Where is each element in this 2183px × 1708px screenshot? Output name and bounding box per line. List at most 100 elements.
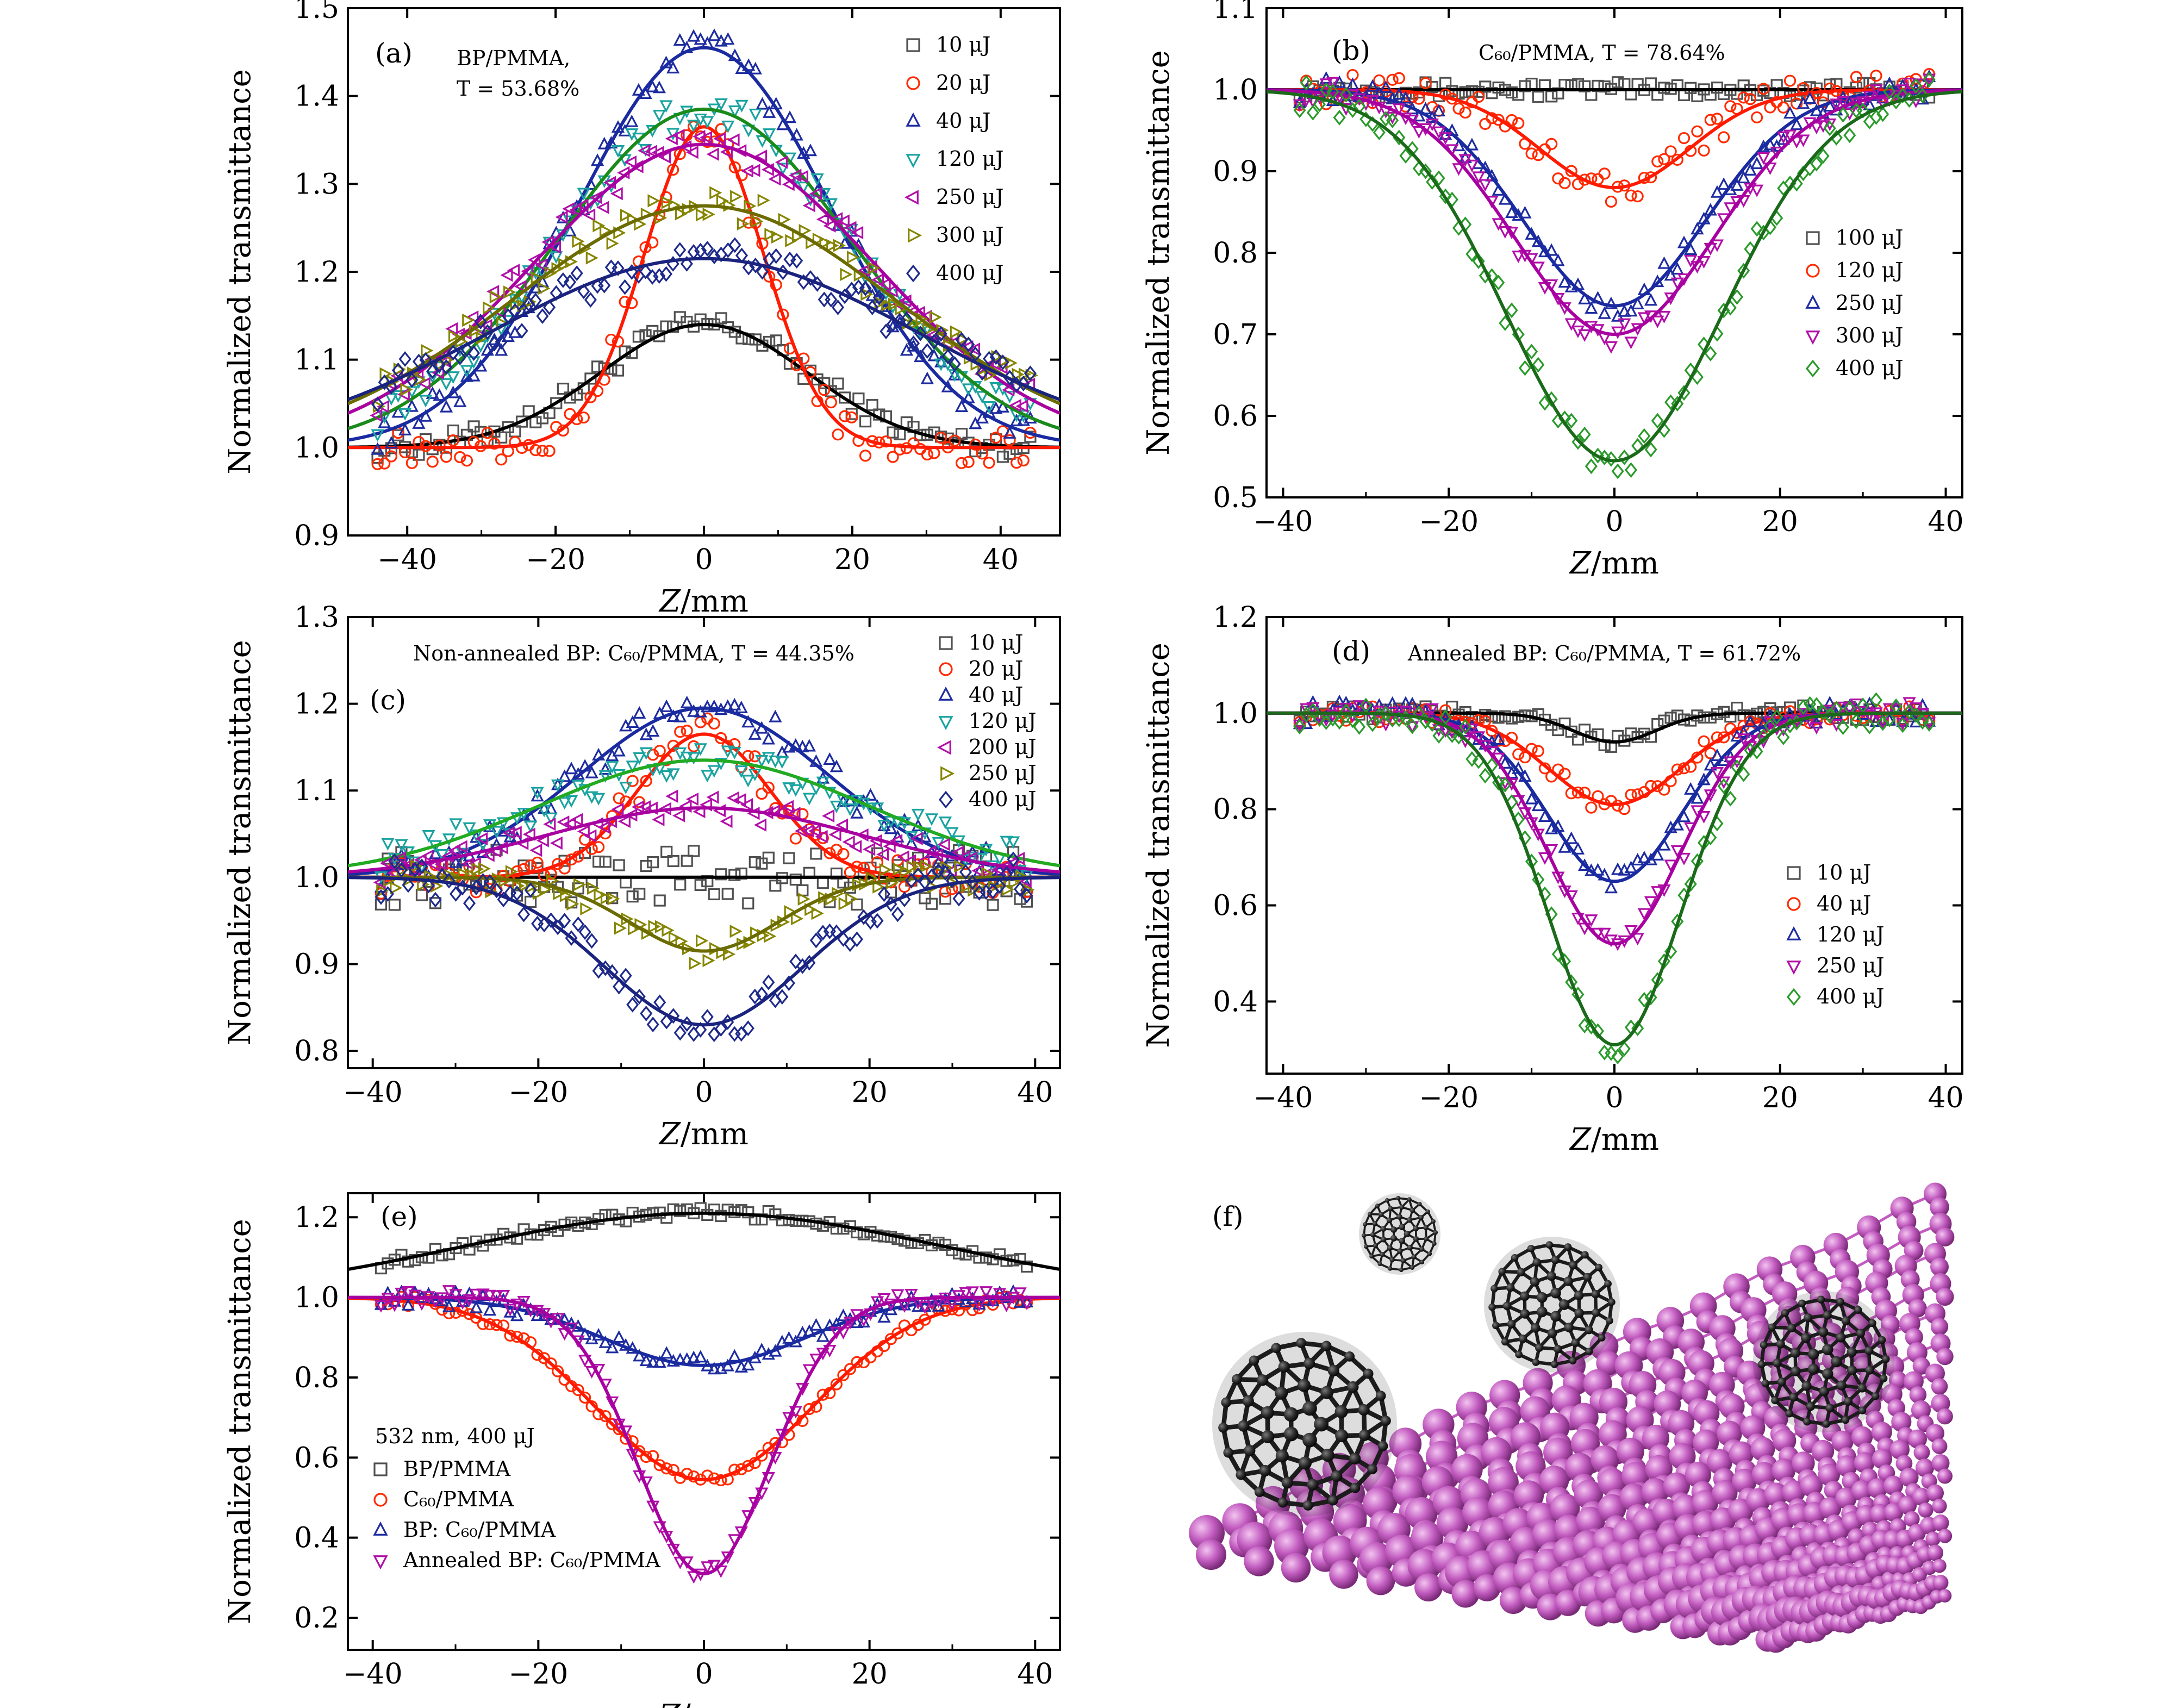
data-point — [756, 787, 768, 800]
data-point — [1823, 99, 1837, 112]
carbon-atom — [1390, 1226, 1397, 1233]
data-point — [652, 109, 666, 123]
phosphorus-atom — [1854, 1452, 1875, 1473]
data-point — [884, 821, 898, 834]
data-point — [398, 351, 411, 367]
data-point — [507, 264, 520, 277]
data-point — [794, 824, 808, 838]
data-point — [831, 300, 845, 315]
data-point — [488, 437, 501, 450]
data-point — [1644, 77, 1657, 90]
data-point — [847, 251, 860, 264]
data-point — [728, 237, 741, 253]
data-point — [453, 350, 466, 366]
data-point — [728, 697, 741, 710]
data-point — [1657, 310, 1671, 323]
phosphorus-atom — [1329, 1560, 1358, 1589]
c60-fullerene — [1753, 1291, 1894, 1432]
data-point — [1014, 881, 1027, 897]
carbon-atom — [1585, 1348, 1593, 1356]
data-point — [795, 170, 809, 184]
data-point — [733, 793, 746, 807]
data-point — [715, 1210, 727, 1222]
phosphorus-atom — [1728, 1498, 1753, 1524]
data-point — [688, 740, 700, 752]
carbon-atom — [1407, 1197, 1412, 1202]
y-tick-label: 0.4 — [294, 1522, 339, 1555]
data-point — [695, 208, 709, 222]
phosphorus-atom — [1912, 1357, 1931, 1375]
fit-curve — [348, 204, 1060, 406]
data-point — [440, 451, 453, 463]
data-point — [694, 743, 707, 756]
data-point — [1704, 345, 1717, 361]
data-point — [1340, 714, 1352, 727]
data-point — [1525, 77, 1538, 90]
y-tick-label: 1.1 — [294, 775, 339, 807]
data-point — [405, 399, 419, 412]
phosphorus-atom — [1931, 1378, 1948, 1395]
data-point — [552, 1225, 564, 1237]
carbon-atom — [1831, 1356, 1842, 1368]
data-point — [1577, 291, 1592, 304]
data-point — [876, 847, 889, 861]
data-point — [388, 853, 401, 869]
data-point — [716, 194, 729, 208]
carbon-atom — [1399, 1224, 1406, 1231]
data-point — [1472, 253, 1485, 269]
data-point — [681, 725, 693, 737]
data-point — [934, 432, 947, 444]
data-point — [837, 1369, 850, 1381]
data-point — [1916, 88, 1929, 104]
carbon-atom — [1836, 1380, 1847, 1391]
data-point — [804, 270, 817, 286]
fit-curve — [348, 758, 1060, 868]
data-point — [1512, 117, 1525, 129]
data-point — [905, 1289, 918, 1303]
data-point — [653, 268, 666, 284]
carbon-atom — [1773, 1358, 1782, 1368]
data-point — [1571, 786, 1585, 799]
data-point — [514, 279, 527, 294]
data-point — [993, 878, 1006, 894]
y-tick-label: 1.0 — [294, 862, 339, 894]
data-point — [770, 248, 783, 264]
data-point — [1638, 992, 1651, 1008]
panel-label: (c) — [370, 684, 406, 716]
carbon-atom — [1806, 1402, 1815, 1411]
phosphorus-atom — [1891, 1412, 1912, 1432]
data-point — [503, 285, 516, 299]
phosphorus-atom — [1672, 1494, 1699, 1522]
legend-marker — [906, 112, 921, 127]
data-point — [796, 739, 809, 752]
plot-panels: −40 −20 0 20 40 0.9 1.0 1.1 1.2 1.3 1.4 1.5 Z/mm Norm… — [222, 0, 1964, 1708]
data-point — [550, 251, 563, 264]
carbon-atom — [1511, 1254, 1519, 1262]
data-point — [490, 1290, 503, 1303]
carbon-atom — [1397, 1248, 1403, 1254]
data-point — [1011, 457, 1023, 469]
data-point — [1003, 426, 1016, 439]
data-point — [742, 1206, 754, 1219]
data-point — [735, 1026, 748, 1042]
data-point — [1757, 728, 1770, 744]
fit-curve — [348, 876, 1060, 1027]
data-point — [612, 744, 626, 757]
data-point — [1883, 711, 1896, 727]
data-point — [1406, 721, 1419, 734]
data-point — [598, 1335, 612, 1348]
legend-label: C₆₀/PMMA — [403, 1487, 514, 1511]
carbon-atom — [1231, 1374, 1242, 1385]
data-point — [1743, 714, 1757, 727]
data-point — [919, 1313, 931, 1326]
panel-f-illustration: (f) — [1189, 1182, 1955, 1653]
data-point — [1843, 703, 1856, 716]
carbon-atom — [1585, 1325, 1593, 1335]
legend-label: 400 μJ — [1836, 356, 1904, 380]
data-point — [702, 208, 715, 221]
data-point — [764, 227, 777, 241]
data-point — [648, 920, 661, 933]
data-point — [823, 752, 837, 765]
data-point — [1571, 434, 1585, 450]
legend-marker — [906, 154, 921, 169]
